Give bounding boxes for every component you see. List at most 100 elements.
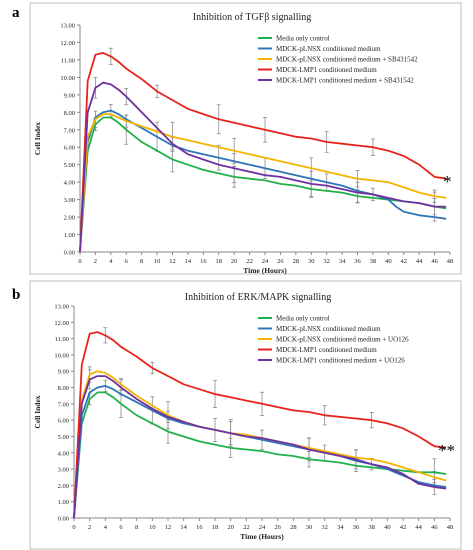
chart-b-erk-mapk: 0.00 1.00 2.00 3.00 4.00 5.00 6.00 7.00 8.00 9.00… [29,280,462,550]
x-tick-label: 36 [353,524,360,531]
series-line-4 [79,81,447,253]
x-tick-label: 6 [119,524,123,531]
x-tick-label: 32 [323,258,330,265]
y-tick-label: 5.00 [64,162,75,169]
x-axis-label: Time (Hours) [240,532,284,541]
series-line-4 [73,375,447,519]
x-tick-label: 4 [104,524,108,531]
series-line-0 [73,391,447,519]
panel-label-b: b [12,287,21,303]
y-tick-label: 1.00 [58,499,69,506]
significance-annotation: ** [438,441,455,460]
x-tick-label: 6 [125,258,129,265]
y-tick-label: 11.00 [55,336,69,343]
y-tick-label: 0.00 [58,516,69,523]
y-tick-label: 2.00 [64,215,75,222]
x-tick-label: 26 [277,258,284,265]
x-tick-label: 22 [246,258,253,265]
y-tick-label: 13.00 [54,304,69,311]
series-line-2 [79,113,447,253]
x-tick-label: 26 [274,524,281,531]
x-tick-label: 10 [154,258,161,265]
x-tick-label: 30 [308,258,315,265]
x-tick-label: 34 [339,258,346,265]
series-line-3 [73,331,447,519]
x-tick-label: 14 [180,524,187,531]
y-tick-label: 5.00 [58,434,69,441]
x-tick-label: 38 [368,524,375,531]
y-tick-label: 7.00 [58,401,69,408]
x-tick-label: 42 [401,258,408,265]
y-tick-label: 9.00 [64,92,75,99]
chart-title: Inhibition of ERK/MAPK signalling [185,292,331,303]
x-tick-label: 28 [293,258,300,265]
x-tick-label: 32 [321,524,328,531]
y-tick-label: 8.00 [64,110,75,117]
x-tick-label: 12 [169,258,176,265]
x-tick-label: 2 [94,258,97,265]
x-tick-label: 44 [416,258,423,265]
x-tick-label: 40 [384,524,391,531]
x-tick-label: 18 [212,524,219,531]
x-tick-label: 24 [262,258,269,265]
chart-title: Inhibition of TGFβ signalling [193,12,312,23]
x-tick-label: 42 [400,524,407,531]
y-tick-label: 6.00 [64,145,75,152]
legend-entry-3: MDCK-LMP1 conditioned medium [276,66,377,74]
y-tick-label: 10.00 [60,75,75,82]
y-axis-label: Cell Index [33,395,42,428]
x-tick-label: 24 [259,524,266,531]
x-tick-label: 30 [306,524,313,531]
x-tick-label: 28 [290,524,297,531]
y-tick-label: 10.00 [54,352,69,359]
legend-entry-2: MDCK-pLNSX conditioned medium + UO126 [276,336,409,344]
x-tick-label: 46 [431,524,438,531]
legend-entry-0: Media only control [276,315,330,323]
y-tick-label: 4.00 [58,450,69,457]
x-tick-label: 8 [135,524,138,531]
x-tick-label: 40 [385,258,392,265]
y-tick-label: 1.00 [64,232,75,239]
x-axis-label: Time (Hours) [243,266,287,275]
legend-entry-1: MDCK-pLNSX conditioned medium [276,325,381,333]
series-line-3 [79,52,447,253]
chart-frame [29,2,462,275]
x-tick-label: 20 [231,258,238,265]
x-tick-label: 48 [447,524,454,531]
y-tick-label: 12.00 [60,40,75,47]
y-tick-label: 8.00 [58,385,69,392]
x-tick-label: 22 [243,524,250,531]
legend-entry-1: MDCK-pLNSX conditioned medium [276,45,381,53]
x-tick-label: 2 [88,524,91,531]
x-tick-label: 16 [200,258,207,265]
y-tick-label: 0.00 [64,250,75,257]
y-tick-label: 2.00 [58,483,69,490]
x-tick-label: 8 [140,258,143,265]
legend-entry-4: MDCK-LMP1 conditioned medium + UO126 [276,357,405,365]
x-tick-label: 0 [72,524,75,531]
y-tick-label: 3.00 [58,467,69,474]
chart-a-tgfb: 0.00 1.00 2.00 3.00 4.00 5.00 6.00 7.00 8.00 9.00… [29,2,462,275]
series-line-1 [79,109,447,253]
x-tick-label: 44 [415,524,422,531]
x-tick-label: 46 [431,258,438,265]
legend-entry-2: MDCK-pLNSX conditioned medium + SB431542 [276,56,418,64]
legend-entry-0: Media only control [276,35,330,43]
x-tick-label: 4 [109,258,113,265]
y-tick-label: 6.00 [58,418,69,425]
x-tick-label: 12 [165,524,172,531]
x-tick-label: 34 [337,524,344,531]
y-tick-label: 11.00 [61,57,75,64]
significance-annotation: * [443,172,452,191]
x-tick-label: 10 [149,524,156,531]
y-tick-label: 4.00 [64,180,75,187]
y-axis-label: Cell Index [33,122,42,155]
y-tick-label: 9.00 [58,369,69,376]
legend-entry-4: MDCK-LMP1 conditioned medium + SB431542 [276,77,414,85]
y-tick-label: 7.00 [64,127,75,134]
y-tick-label: 13.00 [60,23,75,30]
series-line-1 [73,385,447,519]
legend-entry-3: MDCK-LMP1 conditioned medium [276,346,377,354]
x-tick-label: 20 [227,524,234,531]
panel-label-a: a [12,5,20,21]
